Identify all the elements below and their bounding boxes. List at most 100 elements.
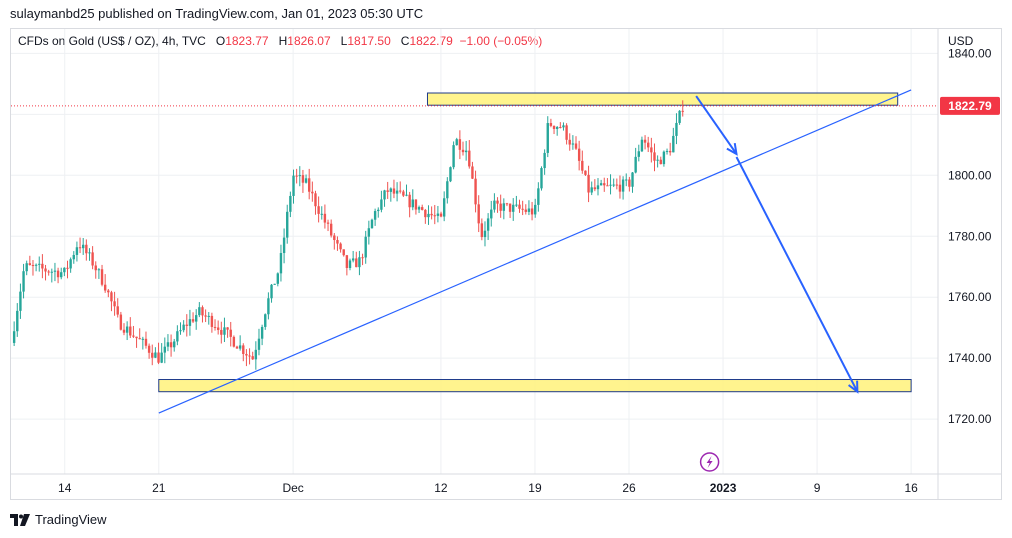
- candle-body: [113, 301, 116, 307]
- candle-body: [229, 329, 232, 337]
- candle-body: [326, 222, 330, 224]
- candle-body: [421, 207, 424, 210]
- change-value: −1.00 (−0.05%): [459, 34, 543, 48]
- candle-body: [364, 236, 367, 258]
- candle-body: [273, 283, 276, 285]
- candle-body: [640, 139, 644, 152]
- x-tick-label: 21: [152, 481, 166, 495]
- y-tick-label: 1740.00: [948, 351, 992, 365]
- candle-body: [436, 213, 440, 216]
- candle-body: [540, 168, 543, 189]
- candle-body: [50, 271, 54, 273]
- candle-body: [361, 257, 364, 259]
- candle-body: [333, 235, 336, 241]
- candle-body: [270, 284, 273, 299]
- candle-body: [157, 352, 160, 363]
- footer-brand[interactable]: TradingView: [10, 512, 107, 527]
- ascending-trendline: [158, 89, 912, 414]
- candle-body: [590, 187, 593, 193]
- candle-body: [292, 175, 295, 196]
- candle-body: [138, 338, 141, 340]
- candle-body: [439, 213, 443, 217]
- candle-body: [449, 167, 452, 182]
- tradingview-logo-icon: [10, 513, 30, 526]
- candle-body: [147, 345, 151, 353]
- x-tick-label: 9: [814, 481, 821, 495]
- candle-body: [446, 181, 449, 199]
- candle-body: [329, 223, 333, 236]
- candle-body: [625, 179, 628, 181]
- candle-body: [628, 179, 631, 187]
- candle-body: [78, 247, 82, 249]
- close-label: C: [400, 34, 410, 48]
- candle-body: [97, 269, 101, 271]
- candle-body: [85, 244, 88, 254]
- candle-body: [141, 338, 145, 340]
- candle-body: [417, 207, 421, 210]
- x-tick-label: Dec: [282, 481, 303, 495]
- chart-frame: [10, 28, 1002, 500]
- candle-body: [546, 123, 549, 153]
- candle-body: [392, 188, 396, 194]
- candle-body: [91, 252, 94, 266]
- candle-body: [201, 307, 204, 316]
- candle-body: [408, 194, 411, 208]
- candle-body: [173, 341, 176, 348]
- candle-body: [373, 211, 377, 220]
- candle-body: [213, 326, 217, 328]
- open-label: O: [215, 34, 226, 48]
- candles-group: [12, 100, 684, 370]
- candle-body: [336, 240, 339, 244]
- candle-body: [251, 356, 254, 360]
- x-tick-label: 12: [434, 481, 448, 495]
- candle-body: [653, 152, 656, 161]
- last-price-label: 1822.79: [948, 99, 992, 113]
- candle-body: [571, 143, 575, 145]
- candle-body: [609, 184, 612, 186]
- candle-body: [66, 267, 69, 269]
- candle-body: [100, 269, 104, 285]
- candle-body: [433, 215, 436, 217]
- candle-body: [154, 352, 157, 358]
- lightning-bolt: [706, 456, 713, 468]
- y-tick-label: 1780.00: [948, 229, 992, 243]
- candle-body: [308, 178, 311, 192]
- candle-body: [355, 258, 358, 268]
- candle-body: [621, 179, 625, 192]
- candle-body: [524, 209, 527, 212]
- x-tick-label: 26: [622, 481, 636, 495]
- candle-body: [176, 331, 179, 342]
- candle-body: [235, 346, 239, 349]
- candle-body: [559, 126, 562, 128]
- candle-body: [399, 190, 402, 192]
- candle-body: [276, 273, 280, 284]
- x-tick-label: 19: [528, 481, 542, 495]
- candle-body: [468, 150, 471, 167]
- candle-body: [370, 219, 374, 229]
- candle-body: [151, 352, 154, 358]
- candle-body: [380, 199, 383, 210]
- candle-body: [647, 142, 650, 148]
- candle-body: [286, 211, 289, 238]
- candle-body: [345, 255, 349, 268]
- candle-body: [56, 270, 60, 278]
- candle-body: [395, 190, 399, 194]
- x-tick-label: 16: [904, 481, 918, 495]
- candle-body: [502, 203, 506, 211]
- candle-body: [678, 110, 681, 123]
- candle-body: [530, 208, 534, 215]
- candle-body: [603, 183, 606, 186]
- candle-body: [477, 204, 480, 224]
- candle-body: [581, 160, 584, 171]
- candle-body: [508, 203, 512, 212]
- candle-body: [490, 209, 493, 219]
- candle-body: [596, 185, 600, 190]
- x-tick-label: 14: [58, 481, 72, 495]
- candle-body: [107, 290, 110, 293]
- lightning-icon[interactable]: [699, 452, 720, 472]
- candle-body: [232, 336, 236, 347]
- candle-body: [662, 151, 666, 165]
- candle-body: [405, 194, 408, 196]
- candle-body: [675, 122, 678, 136]
